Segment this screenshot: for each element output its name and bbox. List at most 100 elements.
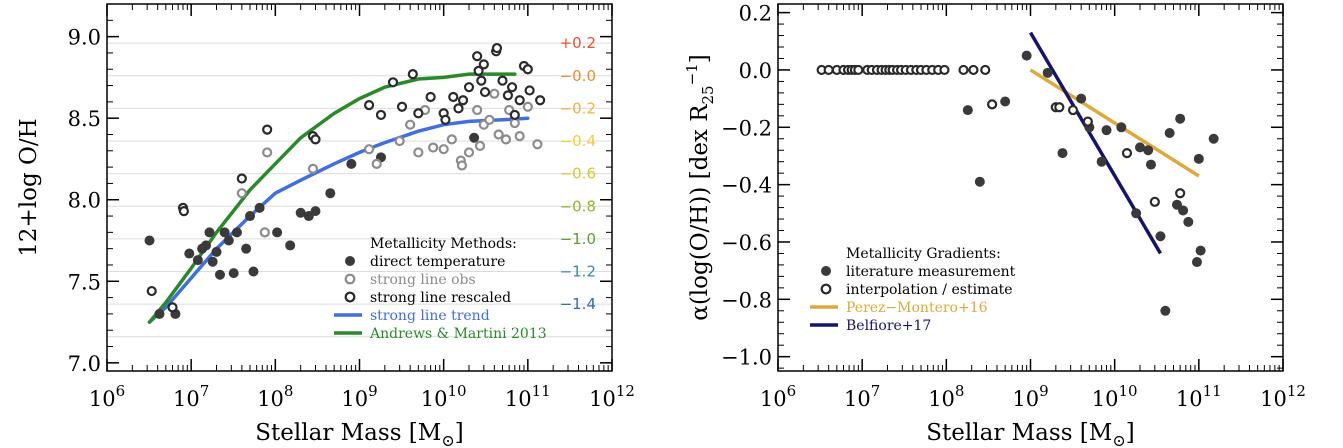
data-point (154, 308, 165, 319)
data-point (1042, 67, 1053, 78)
data-point (204, 227, 215, 238)
data-point (178, 206, 190, 217)
data-point (1195, 245, 1206, 256)
data-point (1000, 96, 1011, 107)
data-point (1164, 128, 1175, 139)
data-series (236, 88, 543, 238)
data-point (1145, 159, 1156, 170)
data-point (307, 163, 319, 174)
data-point (438, 144, 449, 155)
data-point (514, 95, 525, 106)
data-point (453, 103, 464, 114)
data-point (974, 176, 985, 187)
data-point (500, 134, 512, 145)
x-tick-label: 1011 (1176, 382, 1222, 411)
offset-label: −0.2 (560, 99, 596, 117)
data-point (262, 124, 273, 135)
data-point (144, 235, 155, 246)
y-tick-label: 8.5 (68, 107, 101, 131)
legend-label: strong line obs (370, 272, 476, 288)
y-tick-label: 7.0 (68, 352, 101, 376)
data-series (816, 64, 1186, 207)
data-point (823, 64, 834, 76)
data-point (509, 109, 520, 121)
x-tick-label: 107 (173, 382, 209, 411)
data-point (1082, 116, 1093, 127)
y-tick-label: −0.8 (721, 288, 772, 312)
data-point (440, 114, 451, 125)
offset-label: −0.6 (560, 165, 596, 183)
data-point (425, 91, 436, 103)
data-point (1076, 93, 1087, 104)
y-axis-title: α(log(O/H)) [dex R25−1] (683, 54, 717, 320)
data-point (285, 240, 296, 251)
offset-label: +0.2 (560, 34, 596, 52)
data-point (248, 266, 259, 277)
x-tick-label: 1012 (1260, 382, 1306, 411)
y-axis-title: 12+log O/H (16, 118, 42, 256)
fit-line (1029, 68, 1200, 178)
data-point (254, 202, 265, 213)
data-point (962, 105, 973, 116)
data-point (514, 131, 525, 142)
y-tick-label: −0.2 (721, 116, 772, 140)
y-tick-label: 0.0 (739, 59, 772, 83)
x-tick-label: 1010 (1092, 382, 1138, 411)
data-point (167, 302, 178, 313)
data-point (1057, 148, 1068, 159)
data-point (463, 147, 475, 158)
x-tick-label: 1011 (505, 382, 551, 411)
legend-label: strong line rescaled (370, 290, 511, 306)
data-point (428, 142, 439, 153)
gradient-mass-panel: 0.2 0.0 −0.2 −0.4 −0.6 −0.8 −1.0 106 107 108 109 10… (683, 2, 1306, 448)
data-point (219, 227, 230, 238)
data-point (228, 268, 239, 279)
offset-label: −1.0 (560, 230, 596, 248)
y-tick-label: −0.6 (721, 231, 772, 255)
legend-label: Perez−Montero+16 (846, 300, 988, 316)
legend-marker (344, 291, 356, 303)
data-point (236, 173, 247, 184)
data-point (1155, 231, 1166, 242)
data-point (446, 134, 457, 145)
data-point (506, 82, 518, 93)
data-point (244, 211, 255, 222)
data-point (463, 82, 475, 93)
offset-label: −0.0 (560, 67, 596, 85)
data-point (489, 88, 500, 99)
x-axis-title: Stellar Mass [M⊙] (255, 420, 463, 448)
x-axis-title: Stellar Mass [M⊙] (926, 420, 1134, 448)
data-point (1101, 125, 1112, 136)
data-point (310, 134, 321, 145)
data-point (1021, 50, 1032, 61)
data-point (192, 255, 203, 266)
data-point (478, 59, 489, 70)
legend-title: Metallicity Methods: (370, 236, 517, 252)
offset-label: −1.2 (560, 263, 596, 281)
data-point (1143, 145, 1154, 156)
data-point (524, 85, 535, 96)
y-tick-label: 0.2 (739, 2, 772, 26)
legend-marker (821, 266, 831, 276)
data-point (363, 144, 375, 155)
x-tick-label: 109 (1012, 382, 1048, 411)
data-point (1135, 142, 1146, 153)
data-point (325, 188, 336, 199)
data-point (310, 206, 321, 217)
data-point (1193, 153, 1204, 164)
y-tick-label: 9.0 (68, 26, 101, 50)
data-point (980, 64, 991, 76)
data-point (371, 158, 382, 169)
y-tick-label: 8.0 (68, 189, 101, 213)
data-point (1116, 122, 1127, 133)
data-point (396, 101, 408, 112)
data-point (295, 207, 306, 218)
data-point (413, 108, 424, 119)
data-point (1149, 196, 1160, 207)
data-point (535, 95, 546, 106)
data-point (474, 140, 486, 152)
data-point (532, 139, 543, 150)
data-point (1208, 133, 1219, 144)
x-tick-label: 107 (844, 382, 880, 411)
legend-label: strong line trend (370, 308, 490, 324)
